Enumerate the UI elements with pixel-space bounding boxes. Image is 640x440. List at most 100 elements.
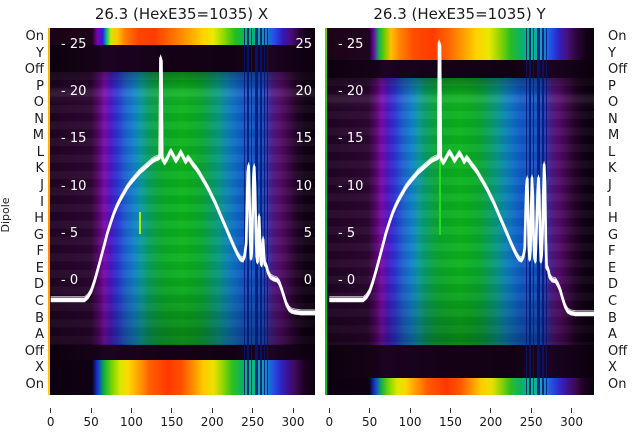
profile-curve-x — [50, 54, 315, 316]
x-tick-label: 50 — [83, 415, 99, 429]
row-label-right: Off — [608, 343, 628, 359]
x-tick-mark — [252, 408, 254, 413]
y-tick-label-left: - 25 — [61, 37, 87, 52]
heatmap-panel-x: - 25 25 - 20 20 - 15 15 - 10 10 - 5 5 - 0 0 — [48, 28, 315, 395]
row-label-left: G — [33, 227, 44, 243]
heatmap-edge-column — [48, 28, 50, 395]
row-label-left: F — [36, 244, 44, 260]
x-tick-label: 0 — [46, 415, 55, 429]
y-tick-label-right: 25 — [295, 37, 312, 52]
y-tick-label-left: - 10 — [61, 178, 87, 194]
heatmap-stripe — [264, 28, 265, 395]
row-label-left: A — [35, 327, 44, 343]
row-label-left: Off — [24, 343, 44, 359]
row-label-left: K — [35, 161, 44, 177]
x-tick-label: 200 — [479, 415, 503, 429]
x-tick-label: 50 — [362, 415, 378, 429]
row-label-left: L — [36, 144, 44, 160]
row-label-right: E — [608, 260, 617, 276]
x-axis-panel-x: 0 50 100 150 200 250 300 — [47, 395, 315, 440]
x-tick-label: 250 — [519, 415, 543, 429]
heatmap-band-main — [325, 78, 594, 345]
y-tick-label-left: - 5 — [61, 225, 79, 241]
heatmap-edge-column — [325, 28, 327, 395]
heatmap-panel-y: - 25 - 20 - 15 - 10 - 5 - 0 — [325, 28, 594, 395]
row-label-left: Off — [24, 62, 44, 78]
row-label-left: N — [34, 111, 44, 127]
row-label-left: I — [40, 194, 44, 210]
x-tick-mark — [50, 408, 52, 413]
x-tick-label: 300 — [560, 415, 584, 429]
row-label-left: B — [35, 310, 44, 326]
row-label-right: C — [608, 293, 618, 309]
profile-trace — [329, 39, 594, 312]
profile-trace — [50, 56, 315, 315]
row-label-left: M — [32, 128, 44, 144]
row-label-right: I — [608, 194, 612, 210]
y-tick-label-left: - 15 — [338, 131, 364, 147]
profile-trace — [50, 55, 315, 313]
x-tick-label: 150 — [439, 415, 462, 429]
y-tick-label-right: 10 — [295, 178, 312, 194]
y-tick-label-left: - 15 — [61, 131, 87, 147]
row-label-left: J — [40, 178, 44, 194]
x-tick-mark — [211, 408, 213, 413]
y-tick-label-right: 5 — [303, 225, 312, 241]
x-tick-mark — [449, 408, 451, 413]
x-tick-label: 0 — [325, 415, 334, 429]
y-tick-label-right: 15 — [295, 131, 312, 147]
x-tick-mark — [490, 408, 492, 413]
green-artifact-line — [139, 212, 141, 234]
row-label-right: X — [608, 360, 617, 376]
row-label-right: H — [608, 211, 618, 227]
y-tick-label-left: - 20 — [61, 84, 87, 100]
row-label-left: C — [34, 293, 44, 309]
row-label-left: E — [35, 260, 44, 276]
row-label-left: O — [33, 95, 44, 111]
heatmap-stripe — [244, 28, 245, 395]
heatmap-band-off-dark — [48, 45, 315, 72]
row-label-right: O — [608, 95, 619, 111]
panel-x-title: 26.3 (HexE35=1035) X — [94, 5, 269, 23]
x-tick-mark — [90, 408, 92, 413]
row-label-right: L — [608, 144, 616, 160]
y-tick-label-left: - 0 — [61, 273, 79, 288]
row-label-left: D — [33, 277, 44, 293]
heatmap-band-on-y-top — [325, 28, 594, 60]
heatmap-stripe — [260, 28, 262, 395]
row-label-right: A — [608, 327, 617, 343]
row-label-right: G — [608, 227, 619, 243]
row-label-left: P — [36, 78, 44, 94]
x-tick-label: 100 — [120, 415, 143, 429]
row-label-right: J — [608, 178, 612, 194]
heatmap-band-off-dark — [325, 345, 594, 378]
row-label-right: D — [608, 277, 619, 293]
x-tick-label: 150 — [160, 415, 184, 429]
x-tick-mark — [571, 408, 573, 413]
green-artifact-line — [439, 140, 441, 235]
row-label-left: X — [35, 360, 44, 376]
panel-y-title: 26.3 (HexE35=1035) Y — [373, 5, 546, 23]
y-tick-label-right: 0 — [303, 273, 312, 288]
profile-trace — [50, 54, 315, 311]
row-label-right: P — [608, 78, 616, 94]
profile-curve-y — [329, 39, 594, 317]
x-tick-mark — [530, 408, 532, 413]
x-tick-mark — [369, 408, 371, 413]
y-tick-label-left: - 10 — [338, 178, 364, 194]
row-label-left: Y — [36, 45, 44, 61]
row-label-right: F — [608, 244, 616, 260]
heatmap-stripe — [267, 28, 268, 395]
x-tick-label: 200 — [200, 415, 224, 429]
profile-trace — [329, 44, 594, 317]
y-tick-label-left: - 20 — [338, 84, 364, 100]
y-tick-label-right: 20 — [295, 84, 312, 100]
row-label-right: Y — [608, 45, 616, 61]
row-label-right: M — [608, 128, 620, 144]
profile-trace — [329, 40, 594, 314]
x-axis-panel-y: 0 50 100 150 200 250 300 — [325, 395, 594, 440]
x-tick-mark — [328, 408, 330, 413]
x-tick-label: 100 — [398, 415, 422, 429]
y-tick-label-left: - 0 — [338, 273, 356, 288]
